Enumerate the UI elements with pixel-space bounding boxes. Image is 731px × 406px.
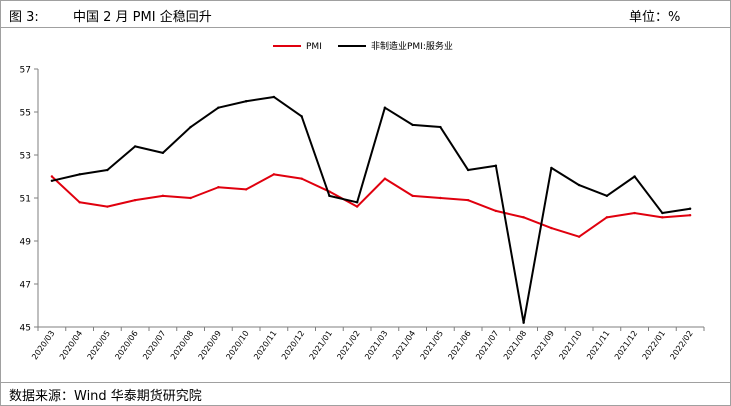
services-pmi-point [328,194,331,198]
pmi-point [244,188,248,191]
figure-label: 图 3: [9,10,39,25]
services-pmi-point [466,168,470,172]
y-tick-label: 45 [20,324,31,334]
x-tick-label: 2021/07 [474,329,500,361]
services-pmi-point [411,123,414,127]
pmi-point [272,173,276,176]
x-tick-label: 2021/12 [613,329,639,361]
figure-footer: 数据来源：Wind 华泰期货研究院 [1,382,730,406]
figure-header: 图 3: 中国 2 月 PMI 企稳回升 单位：% [1,1,730,28]
services-pmi-point [106,168,109,172]
services-pmi-point [217,106,220,109]
x-tick-label: 2021/06 [446,329,472,361]
x-tick-label: 2020/11 [252,329,278,361]
chart-legend: PMI 非制造业PMI:服务业 [273,40,453,52]
pmi-point [577,235,581,238]
services-pmi-point [272,95,276,99]
pmi-point [189,196,192,200]
y-tick-label: 57 [20,66,31,76]
pmi-point [383,177,387,180]
services-pmi-point [300,115,303,118]
x-tick-label: 2021/11 [585,329,611,361]
services-pmi-point [355,201,359,204]
pmi-point [605,216,609,219]
pmi-point [411,194,414,198]
x-tick-label: 2021/02 [335,329,361,361]
x-tick-label: 2021/03 [363,329,389,361]
services-pmi-point [633,175,636,178]
services-pmi-point [494,164,498,167]
y-tick-label: 53 [20,152,31,162]
x-tick-label: 2021/05 [419,329,445,361]
services-pmi-point [661,211,664,215]
x-tick-label: 2020/06 [113,329,139,361]
pmi-point [550,226,553,230]
y-axis: 45 47 49 51 53 55 57 [20,66,39,334]
services-pmi-point [161,151,165,155]
x-tick-label: 2022/02 [668,329,694,361]
x-tick-label: 2020/12 [280,329,306,361]
x-tick-label: 2021/04 [391,329,417,361]
x-tick-label: 2021/09 [530,329,556,361]
services-pmi-point [550,166,553,170]
pmi-point [494,209,498,213]
y-tick-label: 51 [20,195,31,205]
figure-title: 中国 2 月 PMI 企稳回升 [73,10,212,25]
pmi-point [106,205,109,208]
services-pmi-point [522,321,525,324]
x-tick-label: 2021/10 [557,329,583,361]
pmi-point [217,186,220,189]
pmi-point [161,194,165,198]
services-pmi-point [133,145,137,148]
x-tick-label: 2021/01 [308,329,334,361]
services-pmi-point [189,125,192,129]
x-tick-label: 2020/08 [169,329,195,361]
pmi-point [522,216,525,219]
pmi-point [661,216,664,219]
y-tick-label: 49 [20,238,32,248]
pmi-point [439,196,442,200]
x-tick-label: 2020/10 [224,329,250,361]
series-line-services-pmi [51,95,691,324]
pmi-point [78,201,81,204]
services-pmi-point [50,179,54,182]
x-tick-label: 2020/05 [86,329,112,361]
x-tick-label: 2020/04 [58,329,84,361]
legend-label: 非制造业PMI:服务业 [371,40,453,52]
services-pmi-point [439,125,442,129]
pmi-point [355,205,359,208]
y-tick-label: 47 [20,281,31,291]
services-pmi-point [244,100,248,103]
pmi-point [633,211,636,215]
services-pmi-point [577,183,581,187]
services-pmi-point [78,173,81,176]
x-tick-label: 2020/09 [197,329,223,361]
x-tick-label: 2022/01 [641,329,667,361]
series-layer [50,95,692,324]
y-tick-label: 55 [20,109,31,119]
pmi-point [133,198,137,202]
pmi-point [50,175,54,178]
legend-label: PMI [306,42,322,52]
pmi-point [300,177,303,180]
x-tick-label: 2020/07 [141,329,167,361]
services-pmi-point [383,106,387,109]
x-tick-label: 2020/03 [30,329,56,361]
x-axis: 2020/03 2020/04 2020/05 2020/06 2020/07 2020/… [30,326,705,361]
data-source: 数据来源：Wind 华泰期货研究院 [9,389,202,404]
services-pmi-point [688,207,692,210]
unit-label: 单位：% [629,10,681,25]
x-tick-label: 2021/08 [502,329,528,361]
services-pmi-point [605,194,609,198]
pmi-point [688,214,692,217]
pmi-point [466,198,470,202]
series-line-pmi [51,173,691,238]
